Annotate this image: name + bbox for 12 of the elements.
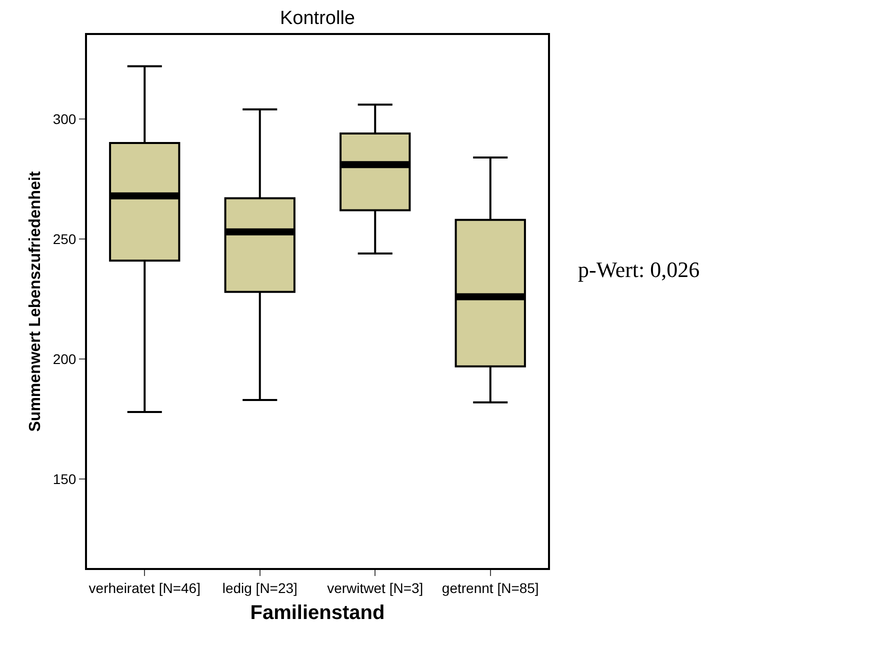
y-axis-title: Summenwert Lebenszufriedenheit: [27, 170, 44, 432]
y-tick-label: 300: [52, 110, 76, 127]
x-axis-title: Familienstand: [250, 602, 385, 624]
y-tick-label: 150: [52, 471, 76, 488]
x-tick-label: getrennt [N=85]: [442, 580, 539, 596]
x-tick-label: verheiratet [N=46]: [88, 580, 200, 596]
chart-title: Kontrolle: [280, 8, 355, 29]
y-tick-label: 200: [52, 351, 76, 368]
x-tick-label: verwitwet [N=3]: [327, 580, 424, 596]
y-tick-label: 250: [52, 230, 76, 247]
text: p-Wert: 0,026: [578, 257, 700, 282]
x-tick-label: ledig [N=23]: [222, 580, 298, 596]
